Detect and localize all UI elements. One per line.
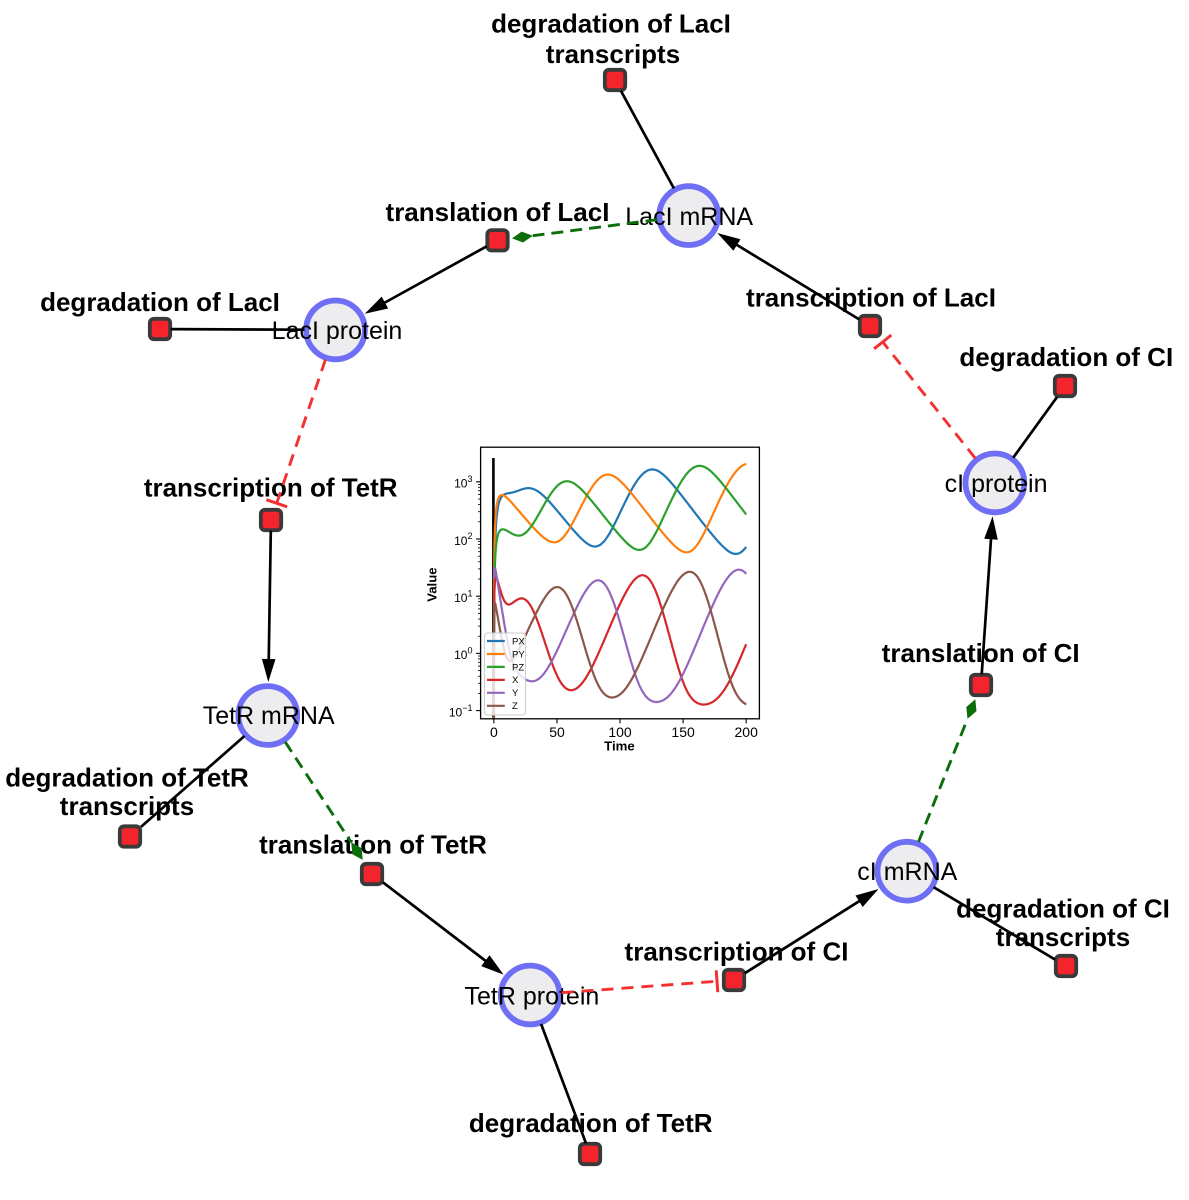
- svg-text:TetR protein: TetR protein: [465, 982, 600, 1010]
- svg-text:Time: Time: [604, 738, 635, 753]
- svg-text:degradation of LacI: degradation of LacI: [40, 287, 280, 317]
- svg-text:PY: PY: [512, 649, 525, 660]
- svg-text:transcription of CI: transcription of CI: [625, 937, 849, 967]
- svg-text:degradation of TetR: degradation of TetR: [5, 763, 249, 793]
- svg-text:50: 50: [549, 724, 565, 740]
- svg-text:transcripts: transcripts: [60, 791, 194, 821]
- svg-text:PX: PX: [512, 636, 525, 647]
- svg-text:transcription of TetR: transcription of TetR: [144, 472, 398, 502]
- svg-text:200: 200: [735, 724, 759, 740]
- svg-text:cI protein: cI protein: [945, 470, 1048, 498]
- svg-text:cI mRNA: cI mRNA: [857, 858, 957, 886]
- svg-text:100: 100: [608, 724, 632, 740]
- svg-text:translation of CI: translation of CI: [882, 638, 1080, 668]
- svg-text:X: X: [512, 675, 519, 686]
- svg-text:transcription of LacI: transcription of LacI: [746, 283, 996, 313]
- svg-text:degradation of CI: degradation of CI: [956, 894, 1170, 924]
- svg-text:transcripts: transcripts: [546, 39, 680, 69]
- svg-text:TetR mRNA: TetR mRNA: [203, 702, 335, 730]
- svg-text:Z: Z: [512, 701, 518, 712]
- svg-text:PZ: PZ: [512, 662, 524, 673]
- svg-text:translation of LacI: translation of LacI: [386, 197, 610, 227]
- svg-text:Y: Y: [512, 688, 519, 699]
- svg-text:translation of TetR: translation of TetR: [259, 830, 487, 860]
- svg-text:degradation of TetR: degradation of TetR: [469, 1108, 713, 1138]
- svg-text:Value: Value: [425, 567, 440, 601]
- svg-text:degradation of CI: degradation of CI: [959, 342, 1173, 372]
- svg-text:LacI mRNA: LacI mRNA: [625, 203, 753, 231]
- svg-text:0: 0: [490, 724, 498, 740]
- svg-text:degradation of LacI: degradation of LacI: [491, 8, 731, 38]
- svg-text:150: 150: [671, 724, 695, 740]
